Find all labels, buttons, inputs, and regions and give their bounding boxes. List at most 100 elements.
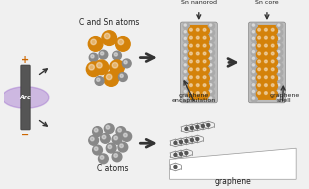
Circle shape: [184, 90, 186, 93]
Circle shape: [210, 50, 212, 53]
Circle shape: [183, 36, 189, 42]
Circle shape: [184, 24, 186, 26]
Circle shape: [208, 83, 214, 89]
Circle shape: [258, 60, 260, 63]
Circle shape: [208, 23, 214, 29]
Circle shape: [251, 23, 257, 29]
Circle shape: [265, 60, 267, 63]
Circle shape: [196, 76, 199, 79]
Circle shape: [185, 139, 188, 142]
Circle shape: [104, 72, 118, 86]
Circle shape: [183, 83, 189, 89]
Circle shape: [102, 31, 116, 45]
Text: graphene
shell: graphene shell: [269, 93, 300, 103]
Circle shape: [252, 97, 255, 99]
Circle shape: [202, 90, 209, 98]
Circle shape: [91, 137, 94, 141]
Circle shape: [208, 56, 214, 62]
Circle shape: [89, 136, 99, 145]
Circle shape: [106, 143, 116, 153]
Circle shape: [270, 82, 277, 90]
Circle shape: [184, 64, 186, 66]
Circle shape: [184, 50, 186, 53]
Circle shape: [277, 96, 283, 102]
Circle shape: [184, 57, 186, 59]
Circle shape: [202, 35, 209, 42]
Circle shape: [189, 68, 192, 71]
Circle shape: [196, 92, 199, 94]
Circle shape: [265, 92, 267, 94]
Circle shape: [183, 56, 189, 62]
Circle shape: [251, 89, 257, 95]
Circle shape: [195, 35, 202, 42]
Circle shape: [189, 28, 192, 31]
Circle shape: [271, 68, 274, 71]
Circle shape: [252, 24, 255, 26]
Circle shape: [112, 152, 122, 162]
Circle shape: [190, 139, 193, 141]
Circle shape: [196, 44, 199, 47]
Circle shape: [184, 37, 186, 40]
Circle shape: [185, 152, 188, 154]
Circle shape: [188, 59, 196, 66]
Circle shape: [252, 50, 255, 53]
Circle shape: [189, 52, 192, 55]
Circle shape: [277, 76, 283, 82]
Circle shape: [189, 60, 192, 63]
Circle shape: [180, 153, 182, 155]
Circle shape: [271, 60, 274, 63]
Circle shape: [120, 74, 123, 77]
Circle shape: [256, 74, 264, 82]
Ellipse shape: [2, 87, 49, 108]
Circle shape: [183, 49, 189, 56]
Text: graphene: graphene: [214, 177, 251, 186]
Circle shape: [189, 76, 192, 79]
Circle shape: [112, 63, 118, 68]
Circle shape: [195, 74, 202, 82]
Circle shape: [271, 52, 274, 55]
Circle shape: [277, 77, 280, 79]
Circle shape: [118, 73, 127, 81]
Circle shape: [108, 145, 112, 149]
Circle shape: [251, 29, 257, 36]
Circle shape: [88, 37, 103, 51]
Circle shape: [94, 147, 98, 151]
Circle shape: [203, 28, 206, 31]
Circle shape: [188, 74, 196, 82]
Circle shape: [277, 90, 280, 93]
Text: −: −: [21, 130, 30, 140]
Circle shape: [183, 76, 189, 82]
Circle shape: [258, 68, 260, 71]
Circle shape: [207, 124, 210, 126]
Text: C atoms: C atoms: [97, 164, 129, 173]
Circle shape: [183, 63, 189, 69]
Text: +: +: [21, 55, 30, 65]
Circle shape: [124, 133, 127, 137]
Circle shape: [188, 43, 196, 50]
Circle shape: [188, 90, 196, 98]
Circle shape: [277, 70, 280, 73]
FancyBboxPatch shape: [188, 25, 210, 100]
Circle shape: [124, 60, 127, 64]
Circle shape: [93, 127, 102, 136]
Circle shape: [100, 156, 104, 159]
Circle shape: [97, 78, 100, 81]
Circle shape: [91, 39, 96, 45]
Circle shape: [210, 77, 212, 79]
Circle shape: [188, 51, 196, 58]
Circle shape: [210, 57, 212, 59]
Circle shape: [208, 96, 214, 102]
Circle shape: [91, 55, 94, 58]
Circle shape: [97, 63, 102, 68]
Circle shape: [277, 57, 280, 59]
Circle shape: [258, 92, 260, 94]
Circle shape: [277, 50, 280, 53]
Circle shape: [251, 96, 257, 102]
Circle shape: [210, 37, 212, 40]
Circle shape: [256, 27, 264, 35]
Circle shape: [210, 97, 212, 99]
Circle shape: [195, 27, 202, 35]
Circle shape: [271, 92, 274, 94]
Circle shape: [114, 154, 117, 157]
Circle shape: [270, 90, 277, 98]
